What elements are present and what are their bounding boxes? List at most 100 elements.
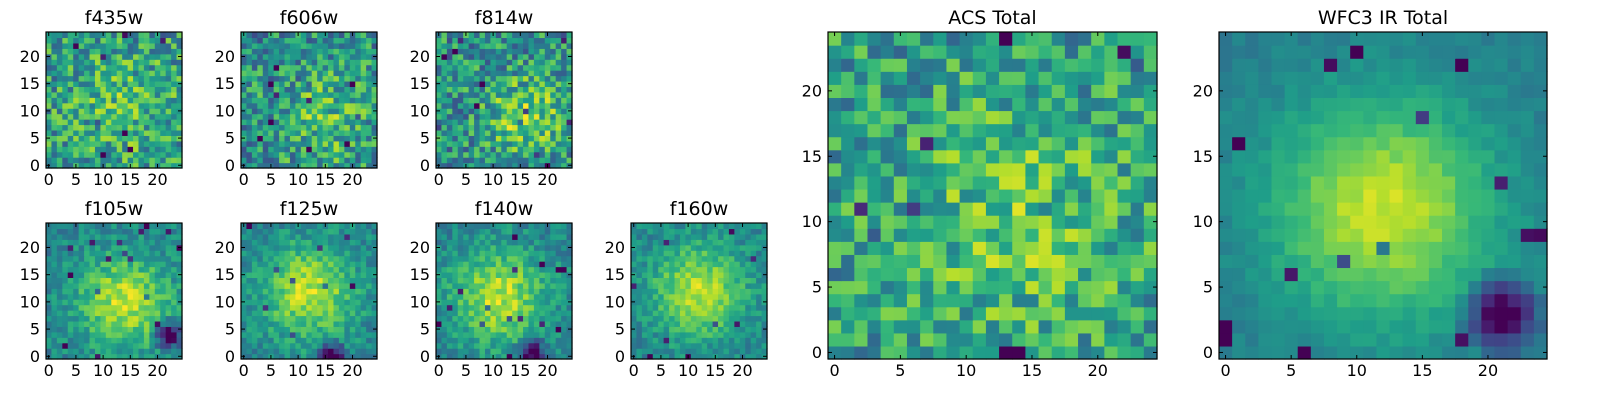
- heatmap-cell: [111, 331, 118, 338]
- heatmap-cell: [322, 97, 329, 104]
- heatmap-cell: [479, 97, 486, 104]
- heatmap-cell: [636, 244, 643, 251]
- heatmap-cell: [89, 113, 96, 120]
- heatmap-cell: [728, 337, 735, 344]
- heatmap-cell: [171, 293, 178, 300]
- heatmap-cell: [893, 188, 908, 203]
- heatmap-cell: [133, 293, 140, 300]
- heatmap-cell: [246, 315, 253, 322]
- heatmap-cell: [1091, 162, 1105, 177]
- heatmap-cell: [78, 124, 85, 131]
- heatmap-cell: [474, 129, 481, 136]
- heatmap-cell: [241, 337, 248, 344]
- heatmap-cell: [441, 239, 448, 246]
- heatmap-cell: [176, 250, 183, 257]
- heatmap-cell: [322, 42, 329, 49]
- heatmap-cell: [867, 254, 882, 269]
- heatmap-cell: [728, 239, 735, 246]
- heatmap-cell: [474, 326, 481, 333]
- heatmap-cell: [165, 135, 172, 142]
- heatmap-cell: [122, 102, 129, 109]
- heatmap-cell: [366, 342, 373, 349]
- heatmap-cell: [1064, 241, 1079, 255]
- heatmap-cell: [555, 157, 562, 164]
- heatmap-cell: [495, 223, 502, 230]
- heatmap-cell: [1104, 162, 1119, 177]
- heatmap-cell: [89, 86, 96, 93]
- heatmap-cell: [479, 91, 486, 98]
- heatmap-cell: [279, 348, 286, 355]
- heatmap-cell: [127, 146, 134, 153]
- heatmap-cell: [1012, 306, 1026, 321]
- heatmap-cell: [100, 97, 107, 104]
- heatmap-cell: [165, 299, 172, 306]
- heatmap-cell: [62, 348, 69, 355]
- heatmap-cell: [366, 261, 373, 268]
- heatmap-cell: [127, 299, 134, 306]
- heatmap-cell: [73, 37, 80, 44]
- heatmap-cell: [512, 277, 519, 284]
- heatmap-cell: [506, 75, 513, 82]
- heatmap-cell: [322, 293, 329, 300]
- heatmap-cell: [561, 75, 568, 82]
- heatmap-cell: [544, 91, 551, 98]
- heatmap-cell: [56, 64, 63, 71]
- heatmap-cell: [1091, 254, 1105, 269]
- heatmap-cell: [723, 304, 730, 311]
- heatmap-cell: [539, 337, 546, 344]
- heatmap-cell: [338, 48, 345, 55]
- heatmap-cell: [750, 244, 757, 251]
- heatmap-cell: [474, 277, 481, 284]
- heatmap-cell: [67, 59, 74, 66]
- heatmap-cell: [652, 293, 659, 300]
- heatmap-cell: [355, 353, 362, 360]
- heatmap-cell: [262, 37, 269, 44]
- heatmap-cell: [946, 228, 961, 242]
- heatmap-cell: [669, 228, 676, 235]
- heatmap-cell: [89, 293, 96, 300]
- heatmap-cell: [360, 315, 367, 322]
- heatmap-cell: [322, 151, 329, 158]
- heatmap-cell: [441, 124, 448, 131]
- heatmap-cell: [154, 331, 161, 338]
- heatmap-cell: [1117, 241, 1132, 255]
- heatmap-cell: [306, 64, 313, 71]
- heatmap-cell: [506, 239, 513, 246]
- heatmap-cell: [523, 310, 530, 317]
- heatmap-cell: [452, 113, 459, 120]
- heatmap-cell: [663, 223, 670, 230]
- heatmap-cell: [366, 146, 373, 153]
- heatmap-cell: [479, 293, 486, 300]
- heatmap-cell: [138, 157, 145, 164]
- heatmap-cell: [1078, 306, 1092, 321]
- heatmap-cell: [457, 80, 464, 87]
- heatmap-cell: [306, 59, 313, 66]
- heatmap-cell: [446, 348, 453, 355]
- heatmap-cell: [550, 129, 557, 136]
- heatmap-cell: [652, 320, 659, 327]
- heatmap-cell: [241, 288, 248, 295]
- heatmap-cell: [1012, 319, 1026, 334]
- heatmap-cell: [165, 293, 172, 300]
- heatmap-cell: [457, 157, 464, 164]
- heatmap-cell: [338, 157, 345, 164]
- heatmap-cell: [959, 293, 974, 308]
- heatmap-cell: [463, 86, 470, 93]
- heatmap-cell: [441, 331, 448, 338]
- heatmap-cell: [56, 277, 63, 284]
- heatmap-cell: [441, 113, 448, 120]
- heatmap-cell: [446, 42, 453, 49]
- heatmap-cell: [457, 320, 464, 327]
- heatmap-cell: [463, 228, 470, 235]
- heatmap-cell: [457, 108, 464, 115]
- heatmap-cell: [506, 299, 513, 306]
- heatmap-cell: [463, 310, 470, 317]
- heatmap-cell: [452, 151, 459, 158]
- heatmap-cell: [452, 233, 459, 240]
- heatmap-cell: [116, 315, 123, 322]
- heatmap-cell: [116, 266, 123, 273]
- heatmap-cell: [669, 277, 676, 284]
- heatmap-cell: [756, 239, 763, 246]
- heatmap-cell: [349, 59, 356, 66]
